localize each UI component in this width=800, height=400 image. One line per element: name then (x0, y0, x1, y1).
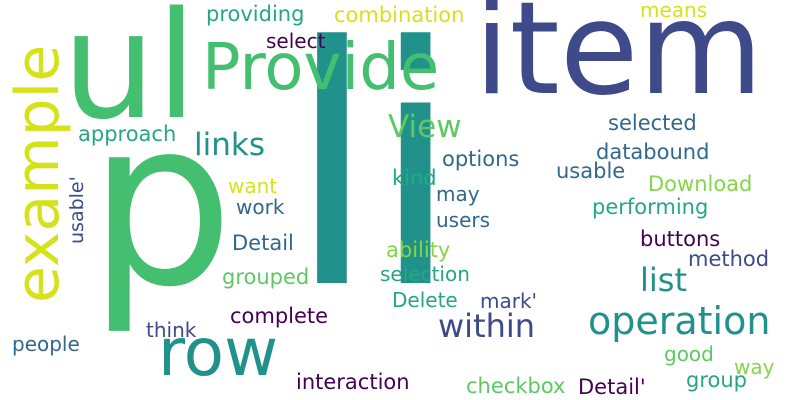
word-delete: Delete (392, 288, 458, 312)
word-detail-quote: Detail' (578, 375, 646, 399)
word-selected: selected (608, 111, 697, 135)
word-users: users (436, 208, 491, 232)
word-means: means (640, 0, 708, 22)
word-good: good (664, 342, 714, 366)
word-way: way (734, 355, 775, 379)
word-interaction: interaction (296, 370, 410, 394)
word-complete: complete (230, 304, 329, 328)
word-item: item (474, 0, 764, 124)
word-list: list (640, 261, 687, 299)
word-p: p (88, 71, 234, 338)
word-want: want (228, 174, 278, 198)
word-may: may (436, 182, 480, 206)
word-work: work (236, 195, 285, 219)
word-kind: kind (392, 166, 437, 190)
word-people: people (12, 332, 80, 356)
word-performing: performing (592, 195, 709, 219)
word-operation: operation (588, 299, 771, 343)
word-provide: Provide (202, 31, 440, 105)
word-group: group (686, 368, 747, 392)
word-li: li (286, 0, 461, 361)
word-view: View (388, 109, 462, 145)
word-options: options (442, 147, 520, 171)
word-databound: databound (596, 140, 710, 164)
word-ul: ul (62, 0, 197, 152)
word-providing: providing (206, 2, 305, 26)
word-mark-quote: mark' (480, 289, 538, 313)
word-example: example (3, 44, 73, 303)
word-download: Download (648, 172, 753, 196)
word-links: links (194, 127, 265, 163)
word-ability: ability (386, 238, 451, 262)
word-detail: Detail (232, 231, 294, 255)
word-combination: combination (334, 3, 465, 27)
word-approach: approach (78, 122, 177, 146)
word-select: select (266, 29, 326, 53)
word-within: within (438, 307, 536, 345)
word-buttons: buttons (640, 227, 721, 251)
word-checkbox: checkbox (466, 374, 566, 398)
word-usable-quote: usable' (66, 176, 88, 244)
word-think: think (146, 318, 197, 342)
word-row: row (158, 314, 279, 391)
word-selection: selection (380, 262, 470, 286)
word-grouped: grouped (222, 265, 310, 289)
word-usable: usable (556, 159, 626, 183)
word-method: method (688, 247, 770, 271)
